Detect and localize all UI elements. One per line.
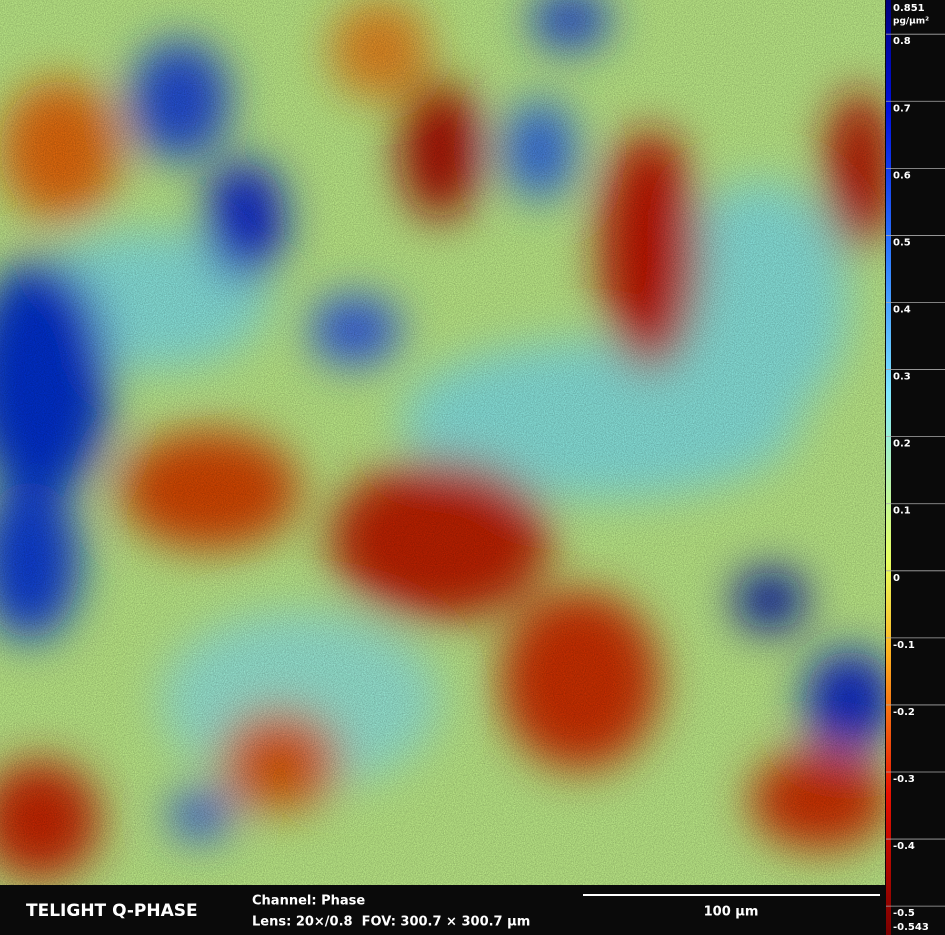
colorbar-tick-label: -0.1 — [893, 640, 915, 651]
colorbar-tick-label: -0.3 — [893, 774, 915, 785]
colorbar-max: 0.851 — [893, 3, 925, 14]
colorbar-unit: pg/μm² — [893, 17, 929, 27]
colorbar-ticks: 0.8 0.7 0.6 0.5 0.4 0.3 0.2 0.1 0 -0.1 -0.2 -0.3 -0.… — [886, 33, 945, 919]
colorbar-panel — [885, 0, 945, 935]
colorbar-tick-label: 0.6 — [893, 170, 911, 181]
colorbar-tick-label: 0.8 — [893, 36, 911, 47]
colorbar-tick-label: 0.1 — [893, 506, 911, 517]
colorbar-tick-label: -0.5 — [893, 908, 915, 919]
colorbar-tick-label: 0.4 — [893, 305, 911, 316]
lens-info: Lens: 20×/0.8 FOV: 300.7 × 300.7 μm — [252, 915, 530, 930]
phase-image — [0, 0, 885, 885]
colorbar-tick-label: 0 — [893, 573, 900, 584]
colorbar-tick-label: 0.5 — [893, 237, 911, 248]
colorbar — [886, 0, 891, 935]
channel: Channel: Phase — [252, 894, 365, 909]
colorbar-tick-label: 0.3 — [893, 372, 911, 383]
colorbar-tick-label: 0.7 — [893, 103, 911, 114]
colorbar-tick-label: -0.4 — [893, 841, 915, 852]
colorbar-min: -0.543 — [893, 922, 929, 933]
brand: TELIGHT Q-PHASE — [26, 901, 198, 921]
footer — [0, 885, 885, 935]
scale-bar-label: 100 μm — [704, 905, 759, 920]
colorbar-tick-label: 0.2 — [893, 439, 911, 450]
colorbar-tick-label: -0.2 — [893, 707, 915, 718]
